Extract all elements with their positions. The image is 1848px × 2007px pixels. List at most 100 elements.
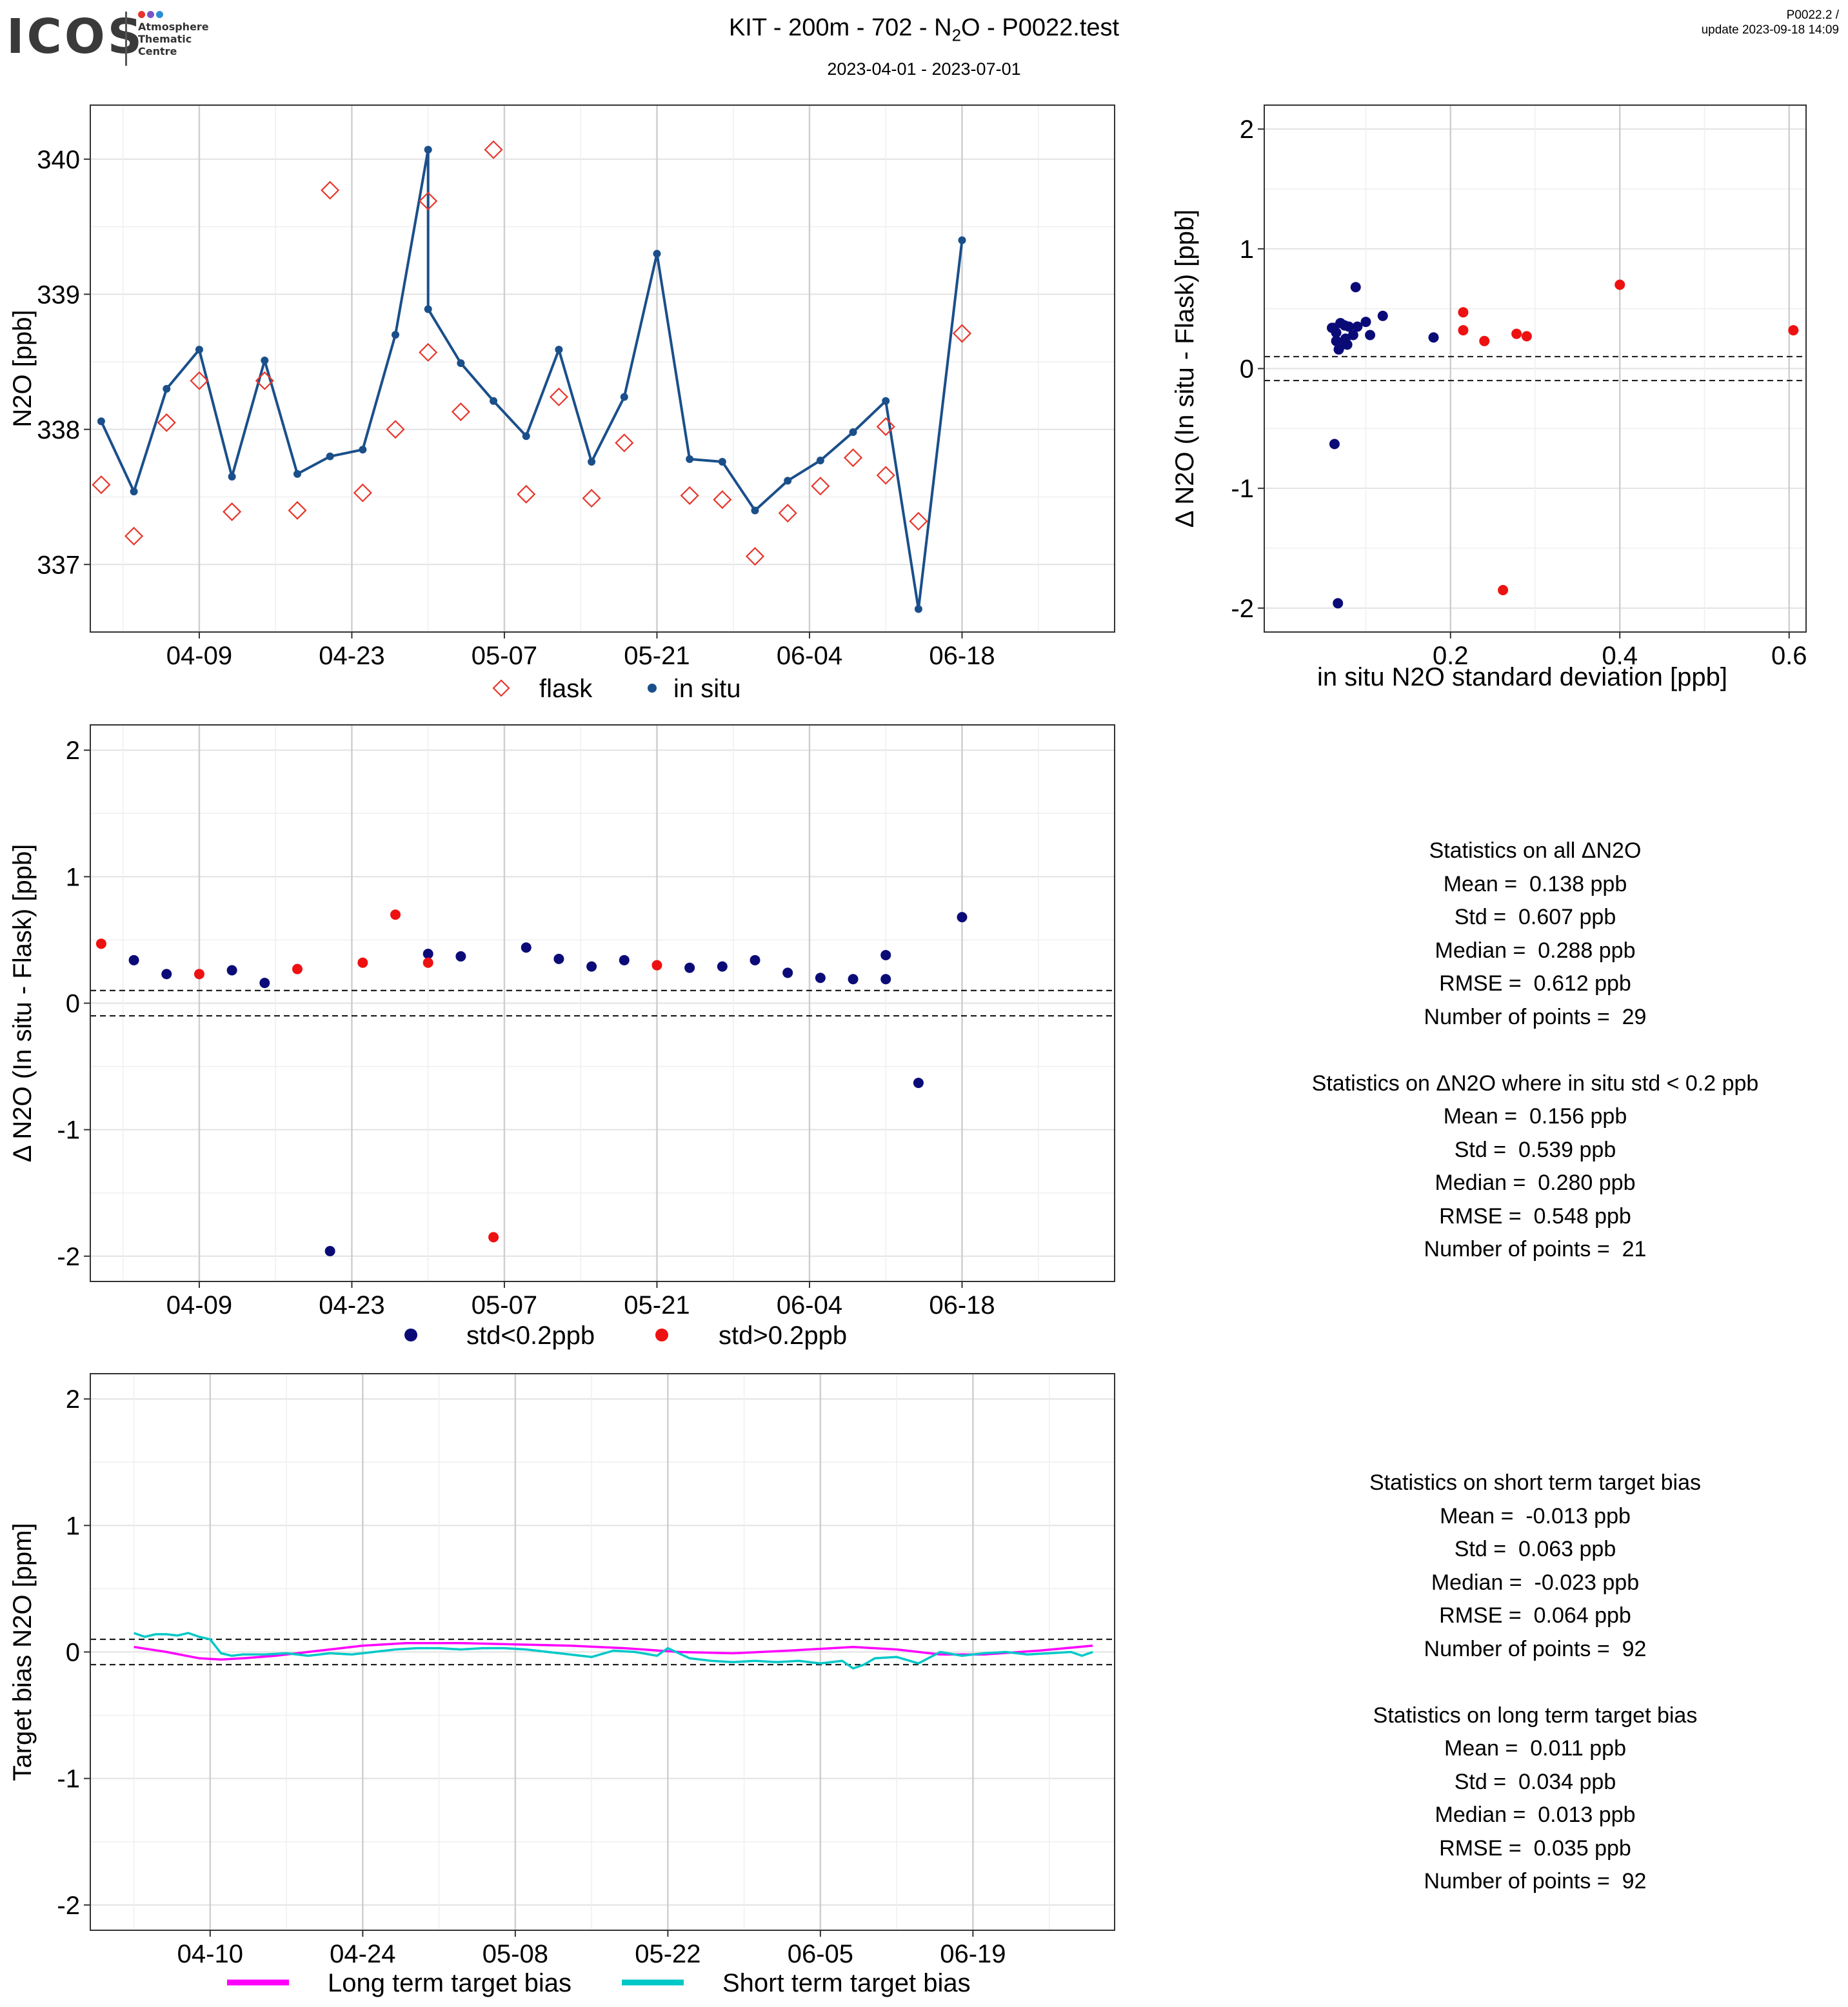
high-std-point — [1521, 331, 1532, 342]
insitu-point — [882, 397, 890, 405]
diff-tick-label-x: 06-18 — [929, 1291, 995, 1320]
diff-high-std-point — [292, 964, 303, 974]
flask-point — [451, 402, 470, 422]
version-info: P0022.2 / update 2023-09-18 14:09 — [1702, 8, 1839, 37]
insitu-point — [293, 470, 301, 478]
low-std-point — [1360, 317, 1371, 328]
stats-rmse-short: RMSE = 0.064 ppb — [1439, 1603, 1631, 1628]
diff-low-std-point — [750, 954, 760, 965]
diff-tick-label-x: 05-21 — [624, 1291, 690, 1320]
insitu-point — [261, 356, 269, 364]
target-bias-tick-label-y: 0 — [66, 1639, 80, 1667]
insitu-point — [163, 384, 171, 393]
short-term-bias-line — [134, 1632, 1093, 1670]
high-std-point — [1498, 585, 1509, 596]
diff-low-std-point — [128, 954, 139, 965]
insitu-point — [958, 236, 966, 244]
diff-tick-label-x: 04-23 — [319, 1291, 384, 1320]
timeseries-tick-label-x: 04-23 — [319, 642, 384, 670]
high-std-point — [1788, 325, 1799, 336]
stats-std-all: Std = 0.607 ppb — [1454, 905, 1616, 929]
flask-point — [778, 504, 797, 523]
insitu-line — [100, 148, 964, 611]
diff-low-std-point — [684, 962, 695, 973]
timeseries-tick-label-x: 06-18 — [929, 642, 995, 670]
stats-n-lowstd: Number of points = 21 — [1424, 1237, 1647, 1261]
update-label: update 2023-09-18 14:09 — [1701, 23, 1839, 37]
target-bias-border — [90, 1373, 1115, 1931]
diff-y-axis-label: Δ N2O (In situ - Flask) [ppb] — [8, 844, 37, 1163]
high-std-point — [1511, 328, 1522, 339]
diff-tick-label-y: 0 — [66, 990, 80, 1018]
diff-low-std-point — [586, 961, 597, 972]
stats-panel-delta: Statistics on all ΔN2O Mean = 0.138 ppb … — [1213, 835, 1848, 1267]
diff-low-std-point — [782, 967, 793, 978]
legend-insitu-swatch — [648, 684, 657, 693]
icos-logo: ICOS — [6, 9, 145, 64]
std-scatter-y-axis-label: Δ N2O (In situ - Flask) [ppb] — [1171, 210, 1199, 528]
diff-low-std-point — [455, 951, 466, 962]
flask-point — [321, 181, 340, 200]
stats-n-short: Number of points = 92 — [1424, 1636, 1647, 1661]
flask-point — [549, 387, 568, 407]
flask-point — [909, 511, 928, 531]
target-bias-tick-label-y: 2 — [66, 1385, 80, 1414]
timeseries-bg — [90, 105, 1115, 632]
insitu-point — [686, 455, 694, 463]
low-std-point — [1333, 598, 1344, 609]
flask-point — [157, 413, 176, 432]
logo-dot-blue — [156, 11, 163, 18]
stats-mean-long: Mean = 0.011 ppb — [1444, 1736, 1626, 1761]
stats-mean-short: Mean = -0.013 ppb — [1440, 1503, 1631, 1528]
insitu-point — [620, 393, 628, 401]
flask-point — [223, 502, 242, 522]
diff-tick-label-x: 06-04 — [777, 1291, 842, 1320]
std-scatter-tick-label-y: 0 — [1240, 355, 1254, 384]
timeseries-y-axis-label: N2O [ppb] — [8, 310, 37, 427]
long-term-bias-line — [134, 1642, 1093, 1661]
stats-title-all: Statistics on all ΔN2O — [1429, 838, 1642, 863]
insitu-point — [816, 456, 824, 464]
low-std-point — [1350, 282, 1361, 293]
stats-title-long: Statistics on long term target bias — [1373, 1703, 1698, 1728]
flask-point — [419, 342, 438, 362]
low-std-point — [1428, 332, 1439, 343]
version-label: P0022.2 / — [1786, 8, 1839, 22]
diff-high-std-point — [194, 969, 204, 980]
diff-tick-label-y: -2 — [57, 1243, 80, 1271]
high-std-point — [1479, 335, 1490, 346]
timeseries-tick-label-y: 340 — [37, 146, 80, 174]
flask-point — [255, 371, 274, 390]
high-std-point — [1615, 279, 1625, 290]
std-scatter-tick-label-y: 1 — [1240, 235, 1254, 264]
high-std-point — [1458, 307, 1469, 318]
insitu-point — [457, 359, 465, 368]
stats-n-long: Number of points = 92 — [1424, 1869, 1647, 1893]
stats-median-all: Median = 0.288 ppb — [1435, 938, 1636, 963]
stats-mean-all: Mean = 0.138 ppb — [1443, 871, 1627, 896]
diff-low-std-point — [521, 942, 532, 953]
stats-title-short: Statistics on short term target bias — [1369, 1470, 1701, 1495]
timeseries-tick-label-x: 04-09 — [166, 642, 232, 670]
flask-point — [484, 140, 503, 159]
logo-subtitle: Atmosphere Thematic Centre — [138, 21, 209, 57]
std-scatter-tick-label-x: 0.6 — [1771, 642, 1807, 670]
legend-short-term-label: Short term target bias — [722, 1969, 971, 1997]
diff-high-std-point — [488, 1232, 499, 1243]
diff-low-std-point — [259, 978, 270, 989]
diff-border — [90, 724, 1115, 1282]
insitu-point — [588, 458, 596, 466]
diff-low-std-point — [848, 974, 859, 985]
logo-dot-purple — [147, 11, 154, 18]
stats-rmse-long: RMSE = 0.035 ppb — [1439, 1835, 1631, 1861]
diff-high-std-point — [651, 960, 662, 971]
high-std-point — [1458, 325, 1469, 336]
diff-low-std-point — [324, 1245, 335, 1256]
low-std-point — [1340, 333, 1351, 344]
timeseries-tick-label-x: 06-04 — [777, 642, 842, 670]
stats-n-all: Number of points = 29 — [1424, 1004, 1647, 1029]
insitu-point — [195, 346, 203, 354]
logo-divider — [125, 12, 127, 66]
low-std-point — [1344, 321, 1355, 332]
target-bias-tick-label-x: 04-24 — [330, 1940, 395, 1968]
